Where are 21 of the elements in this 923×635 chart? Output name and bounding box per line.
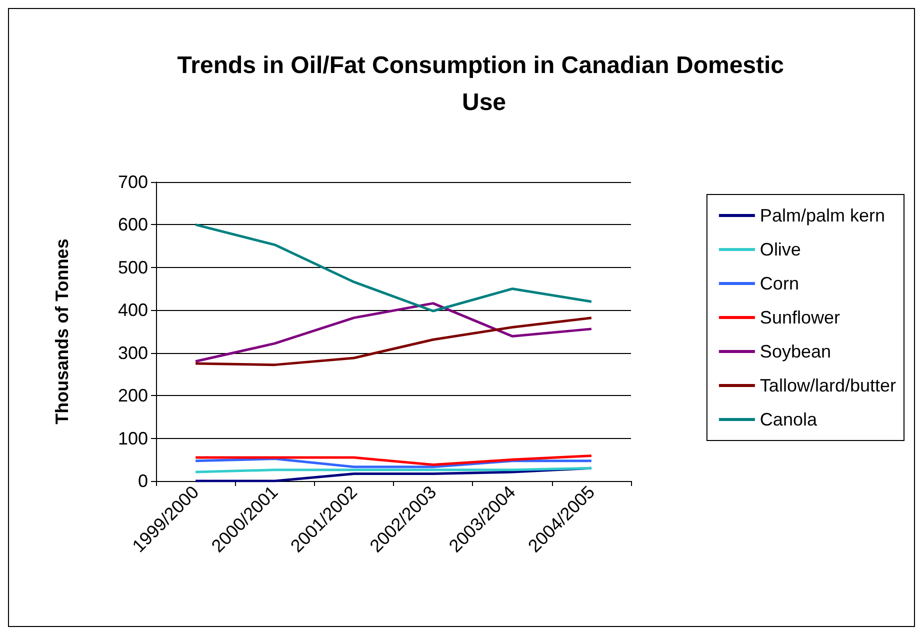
- y-tick-label: 400: [118, 300, 148, 320]
- y-tick-label: 700: [118, 172, 148, 192]
- y-tick-label: 600: [118, 214, 148, 235]
- legend-label: Palm/palm kern: [760, 206, 885, 226]
- line-series: [194, 316, 593, 366]
- y-tick-label: 300: [118, 342, 148, 363]
- legend-label: Canola: [760, 410, 818, 430]
- line-series: [194, 454, 593, 466]
- legend-label: Sunflower: [760, 308, 840, 328]
- chart-title: Trends in Oil/Fat Consumption in Canadian Domestic Use: [177, 52, 791, 116]
- legend-label: Corn: [760, 274, 799, 294]
- y-tick-label: 0: [138, 471, 148, 491]
- y-tick-label: 100: [118, 428, 148, 448]
- legend-label: Tallow/lard/butter: [760, 376, 896, 396]
- line-series: [194, 223, 593, 312]
- legend-label: Olive: [760, 240, 801, 260]
- y-tick-label: 200: [118, 386, 148, 406]
- y-axis-title: Thousands of Tonnes: [52, 238, 72, 424]
- y-tick-label: 500: [118, 257, 148, 278]
- line-series: [194, 302, 593, 363]
- legend-label: Soybean: [760, 342, 831, 362]
